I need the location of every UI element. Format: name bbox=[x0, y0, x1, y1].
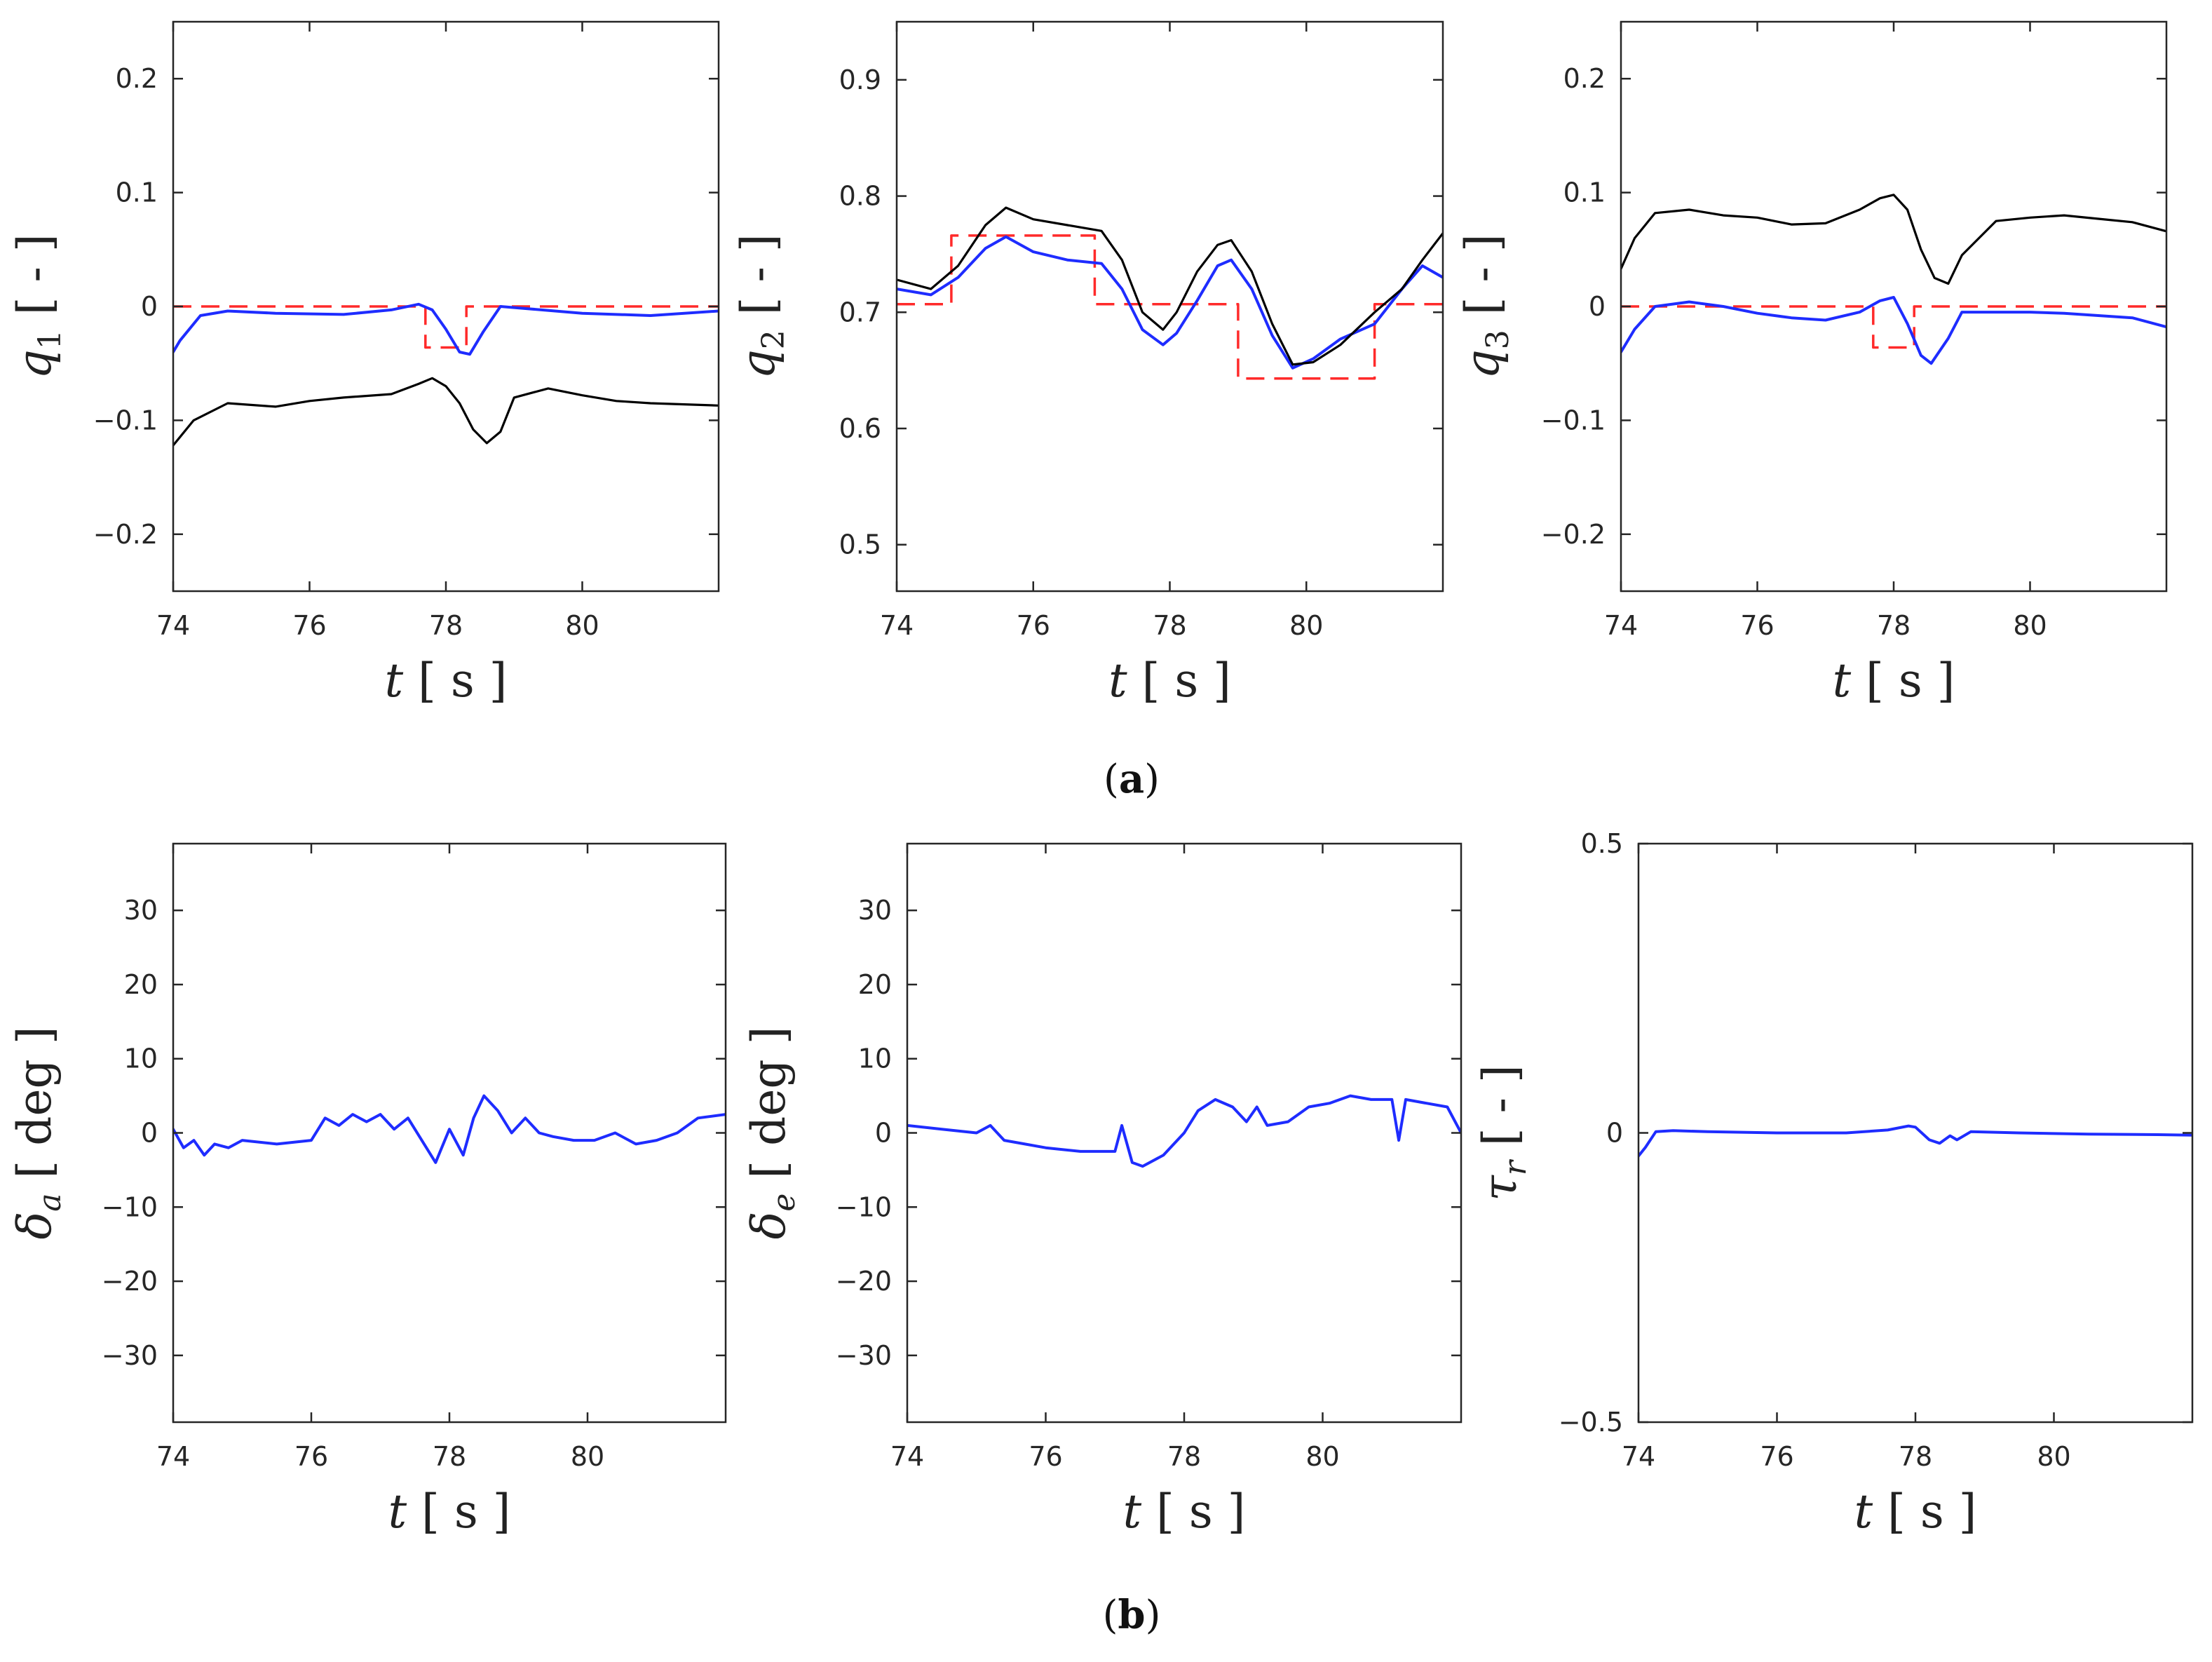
series-actual-line bbox=[173, 377, 719, 447]
y-axis-label: τr [ - ] bbox=[1473, 1065, 1533, 1201]
x-axis-label: t [ s ] bbox=[388, 1485, 511, 1539]
y-tick-label: 0 bbox=[1589, 291, 1606, 322]
x-tick-label: 76 bbox=[1760, 1441, 1793, 1472]
series-actual-line bbox=[897, 206, 1443, 366]
x-tick-label: 78 bbox=[1167, 1441, 1201, 1472]
y-tick-label: −0.5 bbox=[1559, 1407, 1623, 1438]
y-axis-label: δa [ deg ] bbox=[8, 1027, 68, 1240]
y-tick-label: 0 bbox=[141, 1118, 158, 1149]
x-tick-label: 74 bbox=[890, 1441, 924, 1472]
chart-q1: 74 76 78 80 −0.2 −0.1 0 0.1 0.2 t [ s ] q1 [ - ] bbox=[8, 20, 720, 708]
x-tick-label: 74 bbox=[156, 1441, 190, 1472]
x-axis-label: t [ s ] bbox=[1854, 1485, 1977, 1539]
axes-frame bbox=[895, 20, 1444, 593]
x-tick-label: 74 bbox=[880, 610, 914, 641]
y-tick-label: −20 bbox=[836, 1266, 892, 1297]
x-tick-label: 74 bbox=[156, 610, 190, 641]
chart-delta_e: 74 76 78 80 −30 −20 −10 0 10 20 30 t [ s ] δe [ deg … bbox=[742, 842, 1463, 1539]
series-estimate-line bbox=[1638, 1124, 2192, 1158]
y-tick-label: 10 bbox=[124, 1043, 158, 1074]
y-tick-label: 0 bbox=[1606, 1118, 1623, 1149]
series-estimate-line bbox=[173, 302, 719, 356]
x-axis-label: t [ s ] bbox=[1123, 1485, 1246, 1539]
x-tick-label: 74 bbox=[1604, 610, 1638, 641]
x-tick-label: 80 bbox=[2037, 1441, 2070, 1472]
y-tick-label: 30 bbox=[858, 895, 892, 926]
x-axis-label: t [ s ] bbox=[1833, 654, 1955, 708]
series-reference-line bbox=[173, 305, 719, 349]
y-axis-label: q2 [ - ] bbox=[731, 234, 792, 379]
plot-area bbox=[173, 1094, 726, 1164]
y-tick-label: −30 bbox=[836, 1340, 892, 1371]
y-axis-label: q3 [ - ] bbox=[1456, 234, 1516, 379]
y-tick-label: −10 bbox=[836, 1191, 892, 1222]
y-tick-label: −0.1 bbox=[1541, 405, 1606, 435]
y-tick-label: 0.2 bbox=[1563, 63, 1606, 94]
series-estimate-line bbox=[1621, 296, 2166, 365]
y-tick-label: 0.8 bbox=[839, 181, 881, 212]
y-tick-label: 30 bbox=[124, 895, 158, 926]
y-tick-label: −0.2 bbox=[1541, 519, 1606, 550]
y-tick-label: 20 bbox=[858, 969, 892, 1000]
axes-frame bbox=[172, 842, 727, 1424]
x-tick-label: 80 bbox=[1305, 1441, 1339, 1472]
x-tick-label: 78 bbox=[433, 1441, 466, 1472]
series-estimate-line bbox=[907, 1094, 1461, 1168]
caption-a: (a) bbox=[1104, 756, 1160, 802]
series-estimate-line bbox=[897, 235, 1443, 370]
y-tick-label: −20 bbox=[102, 1266, 158, 1297]
x-tick-label: 78 bbox=[429, 610, 463, 641]
y-tick-label: 0 bbox=[875, 1118, 892, 1149]
x-tick-label: 76 bbox=[1017, 610, 1050, 641]
y-tick-label: 0.5 bbox=[1581, 828, 1623, 859]
y-tick-label: 10 bbox=[858, 1043, 892, 1074]
x-tick-label: 76 bbox=[294, 1441, 328, 1472]
y-tick-label: 0.5 bbox=[839, 529, 881, 560]
x-tick-label: 78 bbox=[1877, 610, 1911, 641]
x-tick-label: 80 bbox=[571, 1441, 604, 1472]
y-tick-label: 20 bbox=[124, 969, 158, 1000]
plot-area bbox=[1621, 194, 2166, 365]
x-tick-label: 76 bbox=[292, 610, 326, 641]
y-tick-label: −0.2 bbox=[93, 519, 158, 550]
plot-area bbox=[907, 1094, 1461, 1168]
y-tick-label: 0.9 bbox=[839, 65, 881, 95]
y-tick-label: −10 bbox=[102, 1191, 158, 1222]
x-tick-label: 76 bbox=[1029, 1441, 1062, 1472]
chart-tau_r: 74 76 78 80 −0.5 0 0.5 t [ s ] τr [ - ] bbox=[1473, 828, 2194, 1539]
y-tick-label: −30 bbox=[102, 1340, 158, 1371]
series-reference-line bbox=[897, 234, 1443, 380]
x-tick-label: 80 bbox=[1289, 610, 1323, 641]
series-actual-line bbox=[1621, 194, 2166, 285]
y-tick-label: 0.1 bbox=[116, 177, 158, 208]
y-tick-label: 0.7 bbox=[839, 297, 881, 327]
series-estimate-line bbox=[173, 1094, 726, 1164]
y-tick-label: 0.1 bbox=[1563, 177, 1606, 208]
x-tick-label: 76 bbox=[1740, 610, 1774, 641]
y-tick-label: 0.6 bbox=[839, 413, 881, 444]
y-tick-label: 0.2 bbox=[116, 63, 158, 94]
x-axis-label: t [ s ] bbox=[1108, 654, 1231, 708]
chart-q3: 74 76 78 80 −0.2 −0.1 0 0.1 0.2 t [ s ] q3 [ - ] bbox=[1456, 20, 2168, 708]
plot-area bbox=[173, 302, 719, 447]
caption-b: (b) bbox=[1103, 1592, 1161, 1638]
y-axis-label: δe [ deg ] bbox=[742, 1027, 802, 1240]
x-tick-label: 80 bbox=[565, 610, 599, 641]
series-reference-line bbox=[1621, 305, 2166, 349]
x-tick-label: 80 bbox=[2013, 610, 2047, 641]
plot-area bbox=[1638, 1124, 2192, 1158]
x-tick-label: 78 bbox=[1899, 1441, 1932, 1472]
x-tick-label: 74 bbox=[1622, 1441, 1655, 1472]
chart-delta_a: 74 76 78 80 −30 −20 −10 0 10 20 30 t [ s ] δa [ deg … bbox=[8, 842, 727, 1539]
plot-area bbox=[897, 206, 1443, 380]
y-axis-label: q1 [ - ] bbox=[8, 234, 68, 379]
y-tick-label: 0 bbox=[141, 291, 158, 322]
x-axis-label: t [ s ] bbox=[385, 654, 508, 708]
x-tick-label: 78 bbox=[1153, 610, 1186, 641]
chart-q2: 74 76 78 80 0.5 0.6 0.7 0.8 0.9 t [ s ] q2 [ - ] bbox=[731, 20, 1444, 708]
y-tick-label: −0.1 bbox=[93, 405, 158, 435]
